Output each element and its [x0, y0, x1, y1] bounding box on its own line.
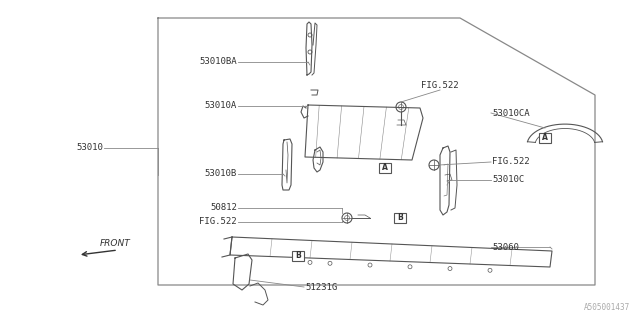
Text: A: A: [542, 133, 548, 142]
Text: 53060: 53060: [492, 243, 519, 252]
FancyBboxPatch shape: [379, 163, 391, 173]
Text: FIG.522: FIG.522: [200, 218, 237, 227]
Text: 53010CA: 53010CA: [492, 108, 530, 117]
Text: FIG.522: FIG.522: [421, 81, 459, 90]
Text: FRONT: FRONT: [100, 238, 131, 247]
FancyBboxPatch shape: [539, 133, 551, 143]
Text: 51231G: 51231G: [305, 284, 337, 292]
Text: 53010B: 53010B: [205, 170, 237, 179]
FancyBboxPatch shape: [394, 213, 406, 223]
Text: A: A: [382, 164, 388, 172]
Text: 53010C: 53010C: [492, 175, 524, 185]
Text: 53010BA: 53010BA: [200, 58, 237, 67]
Text: 53010: 53010: [76, 143, 103, 153]
Text: B: B: [295, 252, 301, 260]
Text: 53010A: 53010A: [205, 101, 237, 110]
Text: 50812: 50812: [210, 204, 237, 212]
Text: B: B: [397, 213, 403, 222]
Text: A505001437: A505001437: [584, 303, 630, 312]
Text: FIG.522: FIG.522: [492, 157, 530, 166]
FancyBboxPatch shape: [292, 251, 304, 261]
